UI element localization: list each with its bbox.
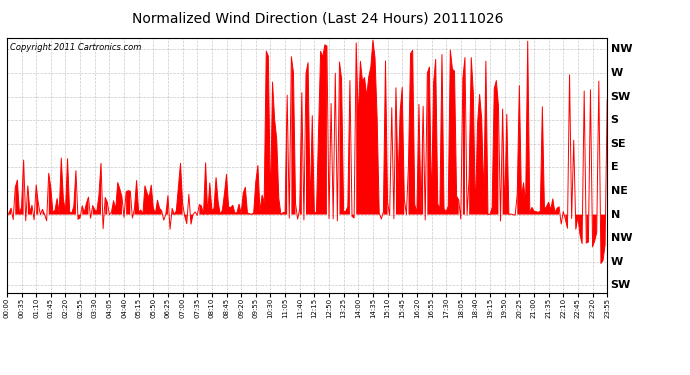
Text: W: W [611,68,623,78]
Text: Normalized Wind Direction (Last 24 Hours) 20111026: Normalized Wind Direction (Last 24 Hours… [132,11,503,25]
Text: Copyright 2011 Cartronics.com: Copyright 2011 Cartronics.com [10,43,141,52]
Text: SW: SW [611,280,631,290]
Text: W: W [611,257,623,267]
Text: SW: SW [611,92,631,102]
Text: NE: NE [611,186,627,196]
Text: N: N [611,210,620,220]
Text: NW: NW [611,44,632,54]
Text: E: E [611,162,618,172]
Text: S: S [611,115,619,125]
Text: SE: SE [611,139,627,149]
Text: NW: NW [611,233,632,243]
